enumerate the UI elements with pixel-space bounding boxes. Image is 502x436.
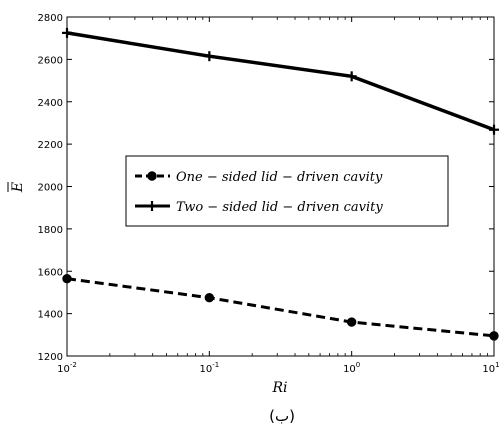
y-axis-label: E — [10, 182, 26, 193]
data-point — [346, 317, 357, 327]
series-0 — [62, 273, 499, 341]
x-axis-label: Ri — [271, 380, 287, 396]
y-tick-label: 2400 — [38, 98, 63, 109]
y-tick-label: 2800 — [38, 13, 63, 24]
x-tick-label: 100 — [343, 361, 360, 375]
data-point — [489, 331, 499, 341]
y-tick-label: 1600 — [38, 267, 63, 278]
legend-marker — [147, 201, 157, 211]
x-tick-label-exponent: 0 — [356, 361, 360, 369]
legend-box — [125, 155, 449, 227]
x-tick-label-exponent: -1 — [212, 361, 219, 369]
legend-label: Two − sided lid − driven cavity — [176, 200, 383, 215]
y-tick-label: 2200 — [38, 140, 63, 151]
data-point — [62, 273, 72, 284]
x-tick-label-base: 10 — [199, 364, 212, 375]
data-point — [346, 71, 357, 82]
x-tick-label: 10-2 — [57, 361, 77, 375]
legend-marker — [147, 171, 157, 181]
x-tick-label: 101 — [482, 361, 499, 375]
series-line-1 — [66, 31, 495, 132]
x-tick-label-base: 10 — [343, 364, 356, 375]
x-tick-label-base: 10 — [482, 364, 495, 375]
y-tick-label: 1400 — [38, 310, 63, 321]
data-point — [489, 124, 499, 135]
figure-caption: (ب) — [269, 407, 295, 425]
x-tick-label-base: 10 — [57, 364, 70, 375]
data-point — [204, 293, 215, 303]
data-point — [204, 51, 215, 62]
x-tick-label-exponent: 1 — [495, 361, 499, 369]
y-tick-label: 1200 — [38, 352, 63, 363]
legend-entry-1: Two − sided lid − driven cavity — [135, 200, 383, 215]
y-axis-label-group: E — [7, 182, 26, 193]
x-tick-label-exponent: -2 — [70, 361, 77, 369]
series-line-0 — [66, 277, 495, 338]
y-tick-label: 1800 — [38, 225, 63, 236]
y-tick-label: 2600 — [38, 55, 63, 66]
series-1 — [62, 27, 499, 135]
x-tick-label: 10-1 — [199, 361, 219, 375]
legend-entry-0: One − sided lid − driven cavity — [135, 170, 383, 185]
legend-label: One − sided lid − driven cavity — [176, 170, 383, 185]
data-point — [62, 27, 72, 38]
y-tick-label: 2000 — [38, 183, 63, 194]
